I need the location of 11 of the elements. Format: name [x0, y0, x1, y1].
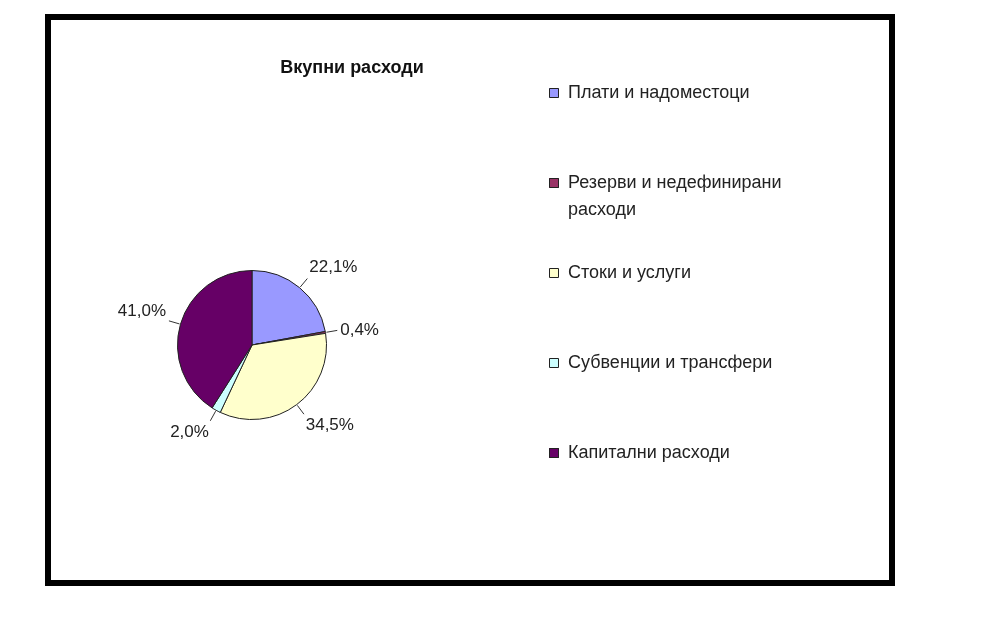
legend-label: Стоки и услуги [568, 261, 691, 282]
legend-label: Капитални расходи [568, 441, 730, 462]
legend-label: Резерви и недефинирани расходи [568, 171, 782, 219]
data-label: 0,4% [340, 319, 379, 339]
data-label: 2,0% [170, 421, 209, 441]
data-label: 41,0% [117, 301, 167, 321]
legend-label: Плати и надоместоци [568, 81, 750, 102]
legend-label: Субвенции и трансфери [568, 351, 773, 372]
data-label: 34,5% [305, 414, 354, 434]
chart-title: Вкупни расходи [280, 56, 424, 77]
data-label: 22,1% [309, 257, 358, 277]
